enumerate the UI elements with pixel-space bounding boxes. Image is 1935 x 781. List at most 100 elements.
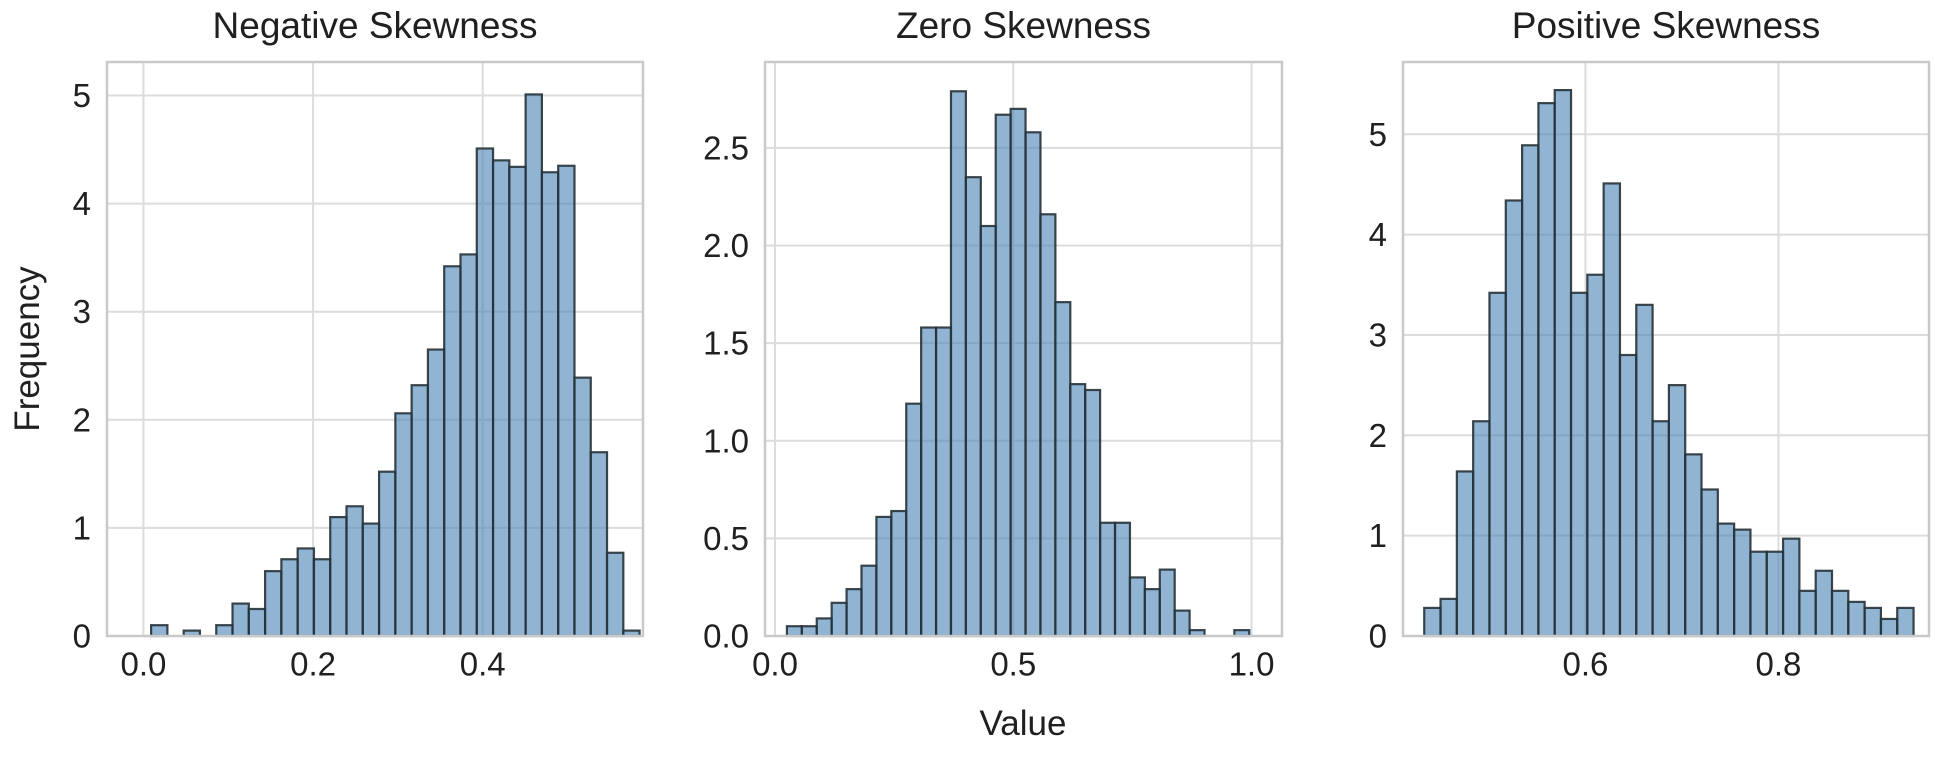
subplot-2: 0 1 2 3 4 5 0.6 0.8: [1369, 60, 1931, 683]
y-tick-label: 3: [1369, 316, 1387, 353]
y-tick-label: 5: [1369, 116, 1387, 153]
histogram-bar: [410, 384, 430, 638]
histogram-bar: [1749, 550, 1768, 638]
subplot-1: 0.0 0.5 1.0 1.5 2.0 2.5 0.0 0.5 1.0: [703, 60, 1284, 683]
histogram-bar: [1765, 550, 1785, 638]
histogram-bar: [964, 176, 982, 638]
histogram-bar: [1537, 102, 1556, 638]
histogram-bar: [949, 90, 967, 638]
histogram-bar: [1733, 528, 1752, 638]
histogram-bar: [1798, 589, 1817, 638]
histogram-bar: [1423, 606, 1442, 638]
histogram-bar: [1009, 107, 1027, 638]
y-axis-label: Frequency: [8, 266, 47, 432]
histogram-bar: [475, 147, 495, 638]
histogram-bar: [979, 224, 997, 638]
histogram-bar: [296, 547, 316, 638]
histogram-bar: [1084, 388, 1102, 638]
histogram-bar: [1651, 420, 1670, 638]
y-tick-label: 5: [73, 77, 91, 114]
axes-frame: [1401, 60, 1931, 638]
histogram-bar: [345, 505, 364, 638]
histogram-bar: [1173, 609, 1191, 638]
histogram-bar: [994, 113, 1012, 638]
histogram-bar: [1667, 384, 1687, 638]
x-tick-label: 0.5: [990, 646, 1036, 683]
histogram-bar: [150, 624, 169, 638]
histogram-bar: [573, 376, 592, 638]
histogram-bar: [1553, 88, 1573, 638]
histogram-bar: [1602, 182, 1622, 638]
histogram-bar: [845, 588, 863, 638]
histogram-bar: [920, 326, 938, 638]
x-tick-label: 0.8: [1756, 646, 1802, 683]
histogram-bar: [247, 607, 267, 638]
y-tick-label: 1.0: [703, 422, 749, 459]
histogram-bar: [1814, 569, 1834, 638]
histogram-bar: [491, 159, 511, 638]
y-tick-label: 0: [1369, 618, 1387, 655]
histogram-bar: [1504, 199, 1524, 638]
y-tick-label: 3: [73, 293, 91, 330]
histogram-bar: [1520, 144, 1540, 638]
histogram-bar: [1024, 131, 1042, 638]
y-tick-label: 4: [73, 185, 91, 222]
histogram-bar: [1586, 273, 1605, 638]
histogram-bar: [1700, 488, 1719, 638]
histogram-bar: [329, 515, 348, 638]
y-tick-label: 1: [73, 509, 91, 546]
histogram-bar: [1099, 521, 1117, 638]
histogram-bar: [1439, 597, 1458, 638]
histogram-bar: [1569, 291, 1589, 638]
histogram-bar: [540, 171, 560, 638]
histogram-bar: [1143, 588, 1161, 638]
histogram-bar: [263, 570, 283, 638]
histogram-bar: [605, 551, 625, 638]
axes-frame: [105, 60, 645, 638]
x-tick-label: 0.2: [290, 646, 336, 683]
histogram-bar: [1455, 470, 1475, 638]
histogram-bar: [1039, 213, 1057, 638]
histogram-bar: [231, 602, 250, 638]
histogram-bar: [1781, 537, 1801, 638]
histogram-bar: [1896, 606, 1915, 638]
histogram-bar: [1054, 301, 1072, 638]
histogram-bar: [1472, 420, 1491, 638]
histogram-bar: [524, 93, 544, 638]
histogram-bar: [1488, 291, 1507, 638]
axes-frame: [763, 60, 1284, 638]
y-tick-label: 0.0: [703, 618, 749, 655]
histogram-bar: [875, 515, 893, 638]
histogram-bar: [905, 402, 923, 638]
x-tick-label: 0.0: [121, 646, 167, 683]
y-tick-label: 1: [1369, 517, 1387, 554]
histogram-bar: [1684, 453, 1703, 638]
subplot-0: 0 1 2 3 4 5 0.0 0.2 0.4: [73, 60, 645, 683]
histogram-bar: [589, 451, 609, 638]
histogram-bar: [815, 617, 833, 638]
x-tick-label: 0.4: [460, 646, 506, 683]
subplot-title-positive-skewness: Positive Skewness: [1511, 5, 1821, 46]
histogram-bar: [1635, 303, 1654, 638]
histogram-bar: [934, 326, 953, 638]
histogram-bar: [508, 165, 527, 638]
histogram-bar: [377, 470, 397, 638]
histogram-bar: [1113, 521, 1132, 638]
y-tick-label: 2: [1369, 417, 1387, 454]
subplot-title-zero-skewness: Zero Skewness: [896, 5, 1151, 46]
histogram-bar: [215, 624, 234, 638]
subplot-title-negative-skewness: Negative Skewness: [212, 5, 538, 46]
y-tick-label: 2.5: [703, 129, 749, 166]
histogram-bar: [312, 558, 332, 638]
histogram-bar: [800, 625, 818, 638]
histogram-bar: [1128, 576, 1146, 638]
histogram-bar: [394, 412, 413, 638]
histogram-bar: [1830, 589, 1850, 638]
x-tick-label: 0.0: [752, 646, 798, 683]
histogram-bar: [830, 601, 848, 638]
histogram-bar: [890, 509, 908, 638]
y-tick-label: 0: [73, 618, 91, 655]
x-tick-label: 0.6: [1562, 646, 1608, 683]
histogram-bar: [1618, 353, 1638, 638]
